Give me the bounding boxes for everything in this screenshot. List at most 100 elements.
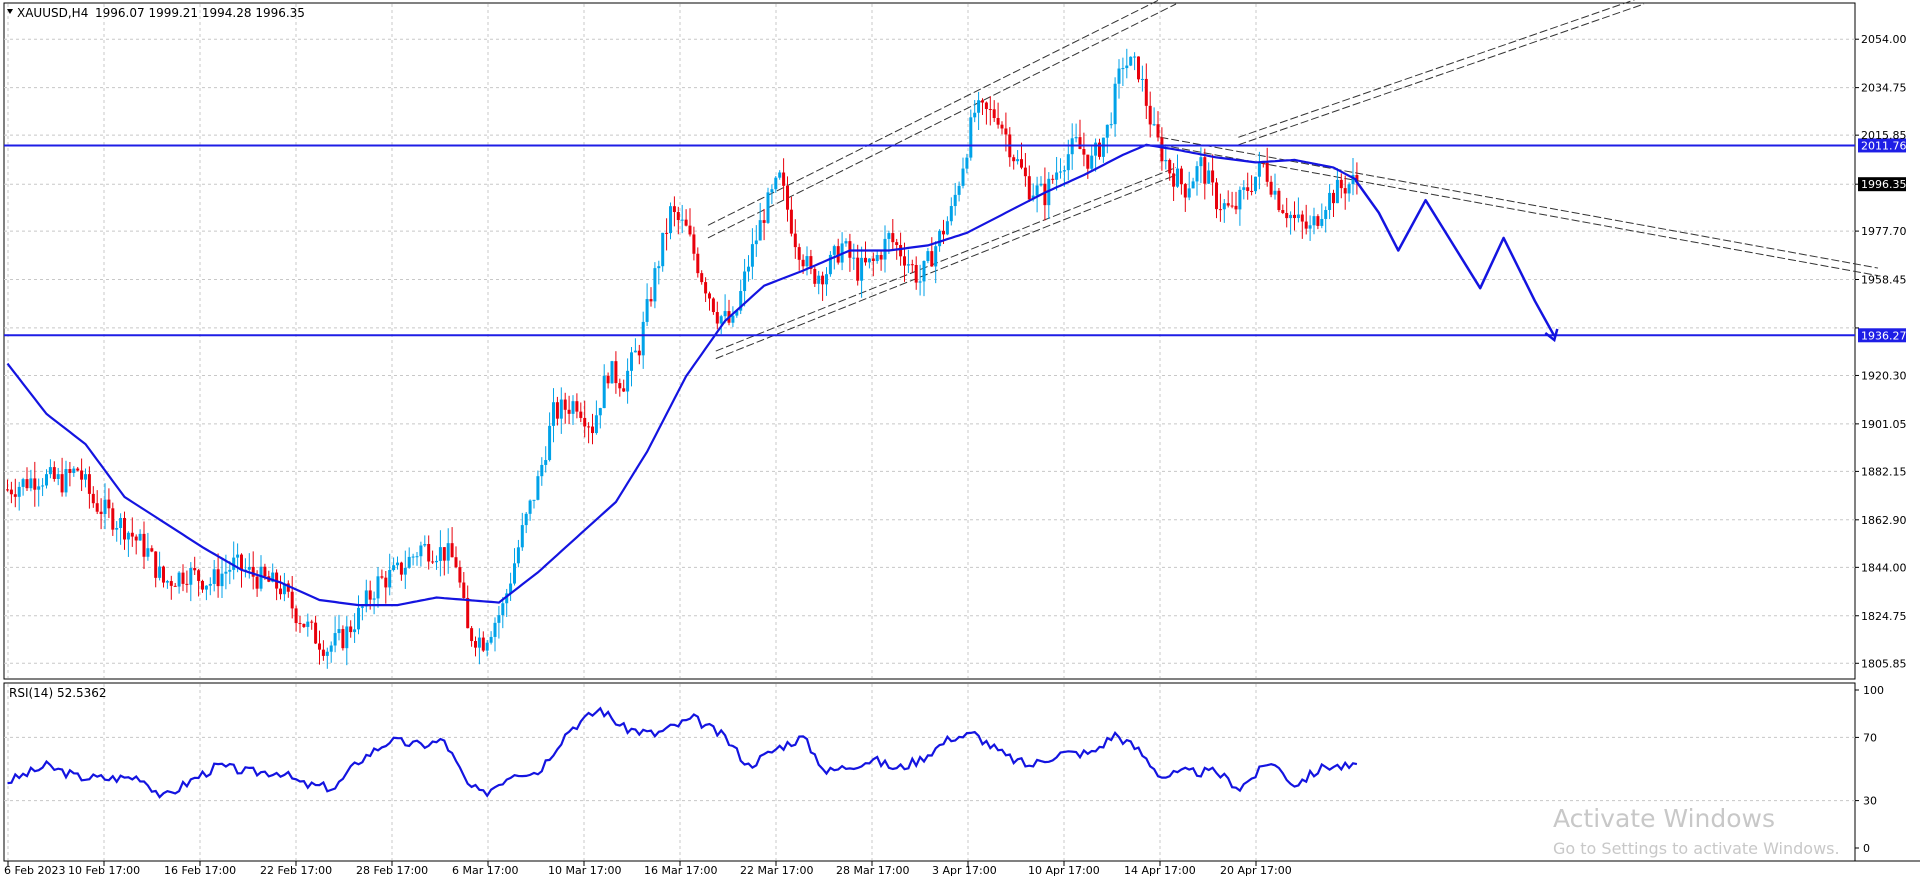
candle-body xyxy=(591,426,594,434)
candle-body xyxy=(1066,154,1070,171)
channel-line[interactable] xyxy=(707,0,1176,226)
candle-body xyxy=(563,399,567,410)
candle-body xyxy=(1312,216,1316,226)
candle-body xyxy=(864,257,867,263)
candle-body xyxy=(887,233,891,239)
candle-body xyxy=(1094,142,1098,156)
axes: 2054.00 2034.75 2015.85 1996.35 1977.70 1958.… xyxy=(4,33,1907,877)
candle-body xyxy=(1012,157,1016,162)
time-tick-label: 28 Mar 17:00 xyxy=(836,864,909,877)
candle-body xyxy=(575,401,579,412)
channel-line[interactable] xyxy=(715,174,1177,360)
forecast-path[interactable] xyxy=(1354,179,1556,337)
candle-body xyxy=(466,597,470,629)
candle-body xyxy=(977,100,981,113)
candle-body xyxy=(162,566,165,583)
candle-body xyxy=(1113,83,1117,125)
candle-body xyxy=(528,500,532,514)
time-tick-label: 3 Apr 17:00 xyxy=(932,864,997,877)
candle-body xyxy=(1355,175,1359,181)
candle-body xyxy=(906,264,910,266)
candle-body xyxy=(485,642,489,651)
candle-body xyxy=(337,629,341,634)
candle-body xyxy=(1109,124,1113,126)
candle-body xyxy=(454,557,458,568)
candle-body xyxy=(345,626,349,649)
channel-line[interactable] xyxy=(1238,0,1644,138)
triangle-down-icon[interactable] xyxy=(7,9,13,14)
candle-body xyxy=(789,209,793,234)
candle-body xyxy=(1332,192,1335,204)
price-tick-label: 1977.70 xyxy=(1861,225,1907,238)
price-tick-label: 1824.75 xyxy=(1861,610,1907,623)
candle-body xyxy=(926,251,930,261)
candle-body xyxy=(384,577,388,588)
channel-line[interactable] xyxy=(715,167,1177,352)
time-tick-label: 22 Feb 17:00 xyxy=(260,864,332,877)
time-tick-label: 28 Feb 17:00 xyxy=(356,864,428,877)
candle-body xyxy=(1230,205,1234,207)
channel-line[interactable] xyxy=(1160,144,1879,277)
candle-body xyxy=(1269,181,1273,195)
candle-body xyxy=(961,168,965,186)
candle-body xyxy=(828,254,832,275)
rsi-label: RSI(14) 52.5362 xyxy=(9,686,107,700)
candle-body xyxy=(1179,168,1183,185)
candle-body xyxy=(587,426,591,428)
channel-line[interactable] xyxy=(1160,136,1879,269)
forecast-drawing[interactable] xyxy=(1354,179,1559,343)
candle-body xyxy=(25,479,29,489)
candle-body xyxy=(1055,172,1059,180)
candle-body xyxy=(481,637,485,651)
candle-body xyxy=(953,194,957,207)
candle-body xyxy=(1265,162,1269,182)
level-price-label: 2011.76 xyxy=(1861,139,1907,152)
price-tick-label: 1958.45 xyxy=(1861,274,1907,287)
candle-body xyxy=(1051,178,1055,180)
candle-body xyxy=(130,532,134,537)
channel-line[interactable] xyxy=(707,3,1177,239)
candle-body xyxy=(793,233,797,248)
candle-body xyxy=(282,583,286,595)
candle-body xyxy=(973,112,977,118)
candle-body xyxy=(914,264,918,283)
current-price-tag xyxy=(1858,177,1906,192)
candle-body xyxy=(571,401,575,414)
candle-body xyxy=(1156,124,1160,138)
candle-body xyxy=(212,569,216,584)
candle-body xyxy=(1328,192,1332,211)
channel-line[interactable] xyxy=(1238,3,1645,146)
candle-body xyxy=(626,370,630,392)
candle-body xyxy=(1250,190,1254,192)
candle-body xyxy=(665,232,669,234)
trend-channel-lines[interactable] xyxy=(707,0,1879,360)
candle-body xyxy=(1293,214,1296,219)
candle-body xyxy=(969,117,973,158)
candle-body xyxy=(41,485,45,487)
candle-body xyxy=(298,623,302,625)
activate-windows-hint[interactable]: Go to Settings to activate Windows. xyxy=(1553,839,1840,858)
candle-body xyxy=(1343,188,1347,194)
candle-body xyxy=(598,408,602,416)
candle-body xyxy=(1043,183,1047,206)
candle-body xyxy=(427,544,431,562)
time-tick-label: 6 Feb 2023 xyxy=(4,864,65,877)
candle-body xyxy=(762,220,766,223)
candle-body xyxy=(349,626,353,633)
candle-body xyxy=(1246,187,1250,191)
candle-body xyxy=(844,241,848,244)
candle-body xyxy=(80,470,84,480)
candle-body xyxy=(614,361,618,384)
candle-body xyxy=(852,257,856,259)
candle-body xyxy=(536,476,540,500)
candle-body xyxy=(883,238,887,260)
candle-body xyxy=(228,569,232,572)
candle-body xyxy=(867,258,871,263)
rsi-line xyxy=(7,706,1358,799)
candle-body xyxy=(84,474,87,480)
forecast-arrowhead-icon xyxy=(1544,328,1559,343)
candle-body xyxy=(610,361,614,384)
candle-body xyxy=(918,281,922,283)
